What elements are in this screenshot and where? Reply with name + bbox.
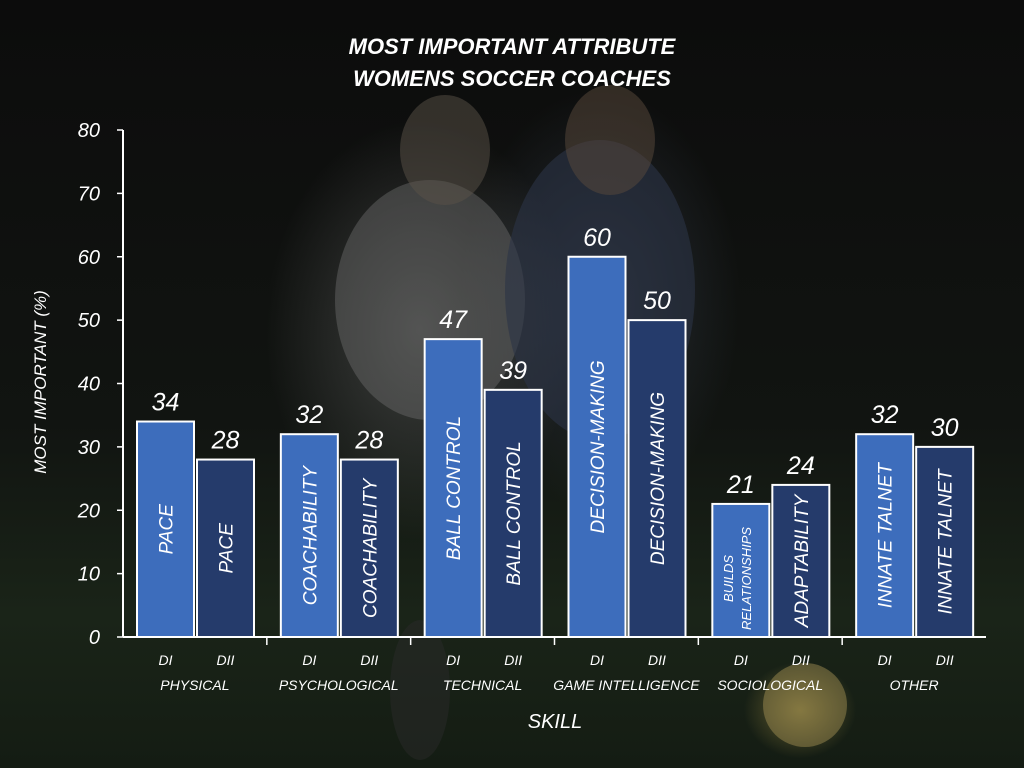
y-tick-label: 0 [89, 627, 100, 649]
division-label: DI [590, 652, 604, 668]
bar-value-label: 32 [295, 401, 323, 429]
bar-sociological-dii [771, 483, 831, 638]
bar-category-label: COACHABILITY [360, 477, 381, 618]
group-label: OTHER [890, 677, 939, 693]
division-label: DI [878, 652, 892, 668]
bar-category-label: DECISION-MAKING [648, 392, 669, 565]
bar-category-label: PACE [217, 523, 238, 574]
bar-value-label: 24 [786, 452, 815, 480]
division-label: DII [792, 652, 810, 668]
bar-physical-di [136, 420, 195, 638]
y-tick-label: 80 [78, 120, 100, 142]
group-label: GAME INTELLIGENCE [553, 677, 700, 693]
division-label: DII [936, 652, 954, 668]
division-label: DII [217, 652, 235, 668]
bar-value-label: 50 [643, 287, 671, 315]
bar-psychological-dii [339, 458, 399, 638]
y-axis-label: MOST IMPORTANT (%) [31, 290, 50, 474]
y-tick-label: 60 [78, 247, 100, 269]
y-tick-label: 40 [78, 374, 100, 396]
bar-sociological-di [711, 502, 771, 638]
y-tick-label: 20 [77, 500, 100, 522]
bar-value-label: 28 [211, 427, 240, 455]
bar-technical-di [423, 338, 483, 638]
bar-game-intelligence-dii [627, 319, 687, 638]
bar-category-label: BALL CONTROL [444, 416, 465, 560]
group-label: TECHNICAL [443, 677, 522, 693]
bar-other-di [855, 433, 915, 639]
bar-category-label: RELATIONSHIPS [739, 527, 754, 630]
division-label: DII [504, 652, 522, 668]
bar-value-label: 28 [354, 427, 383, 455]
bar-category-label: INNATE TALNET [936, 468, 957, 614]
y-tick-label: 30 [78, 437, 100, 459]
division-label: DI [446, 652, 460, 668]
bar-category-label: PACE [157, 504, 178, 555]
chart-title-line-1: MOST IMPORTANT ATTRIBUTE [349, 34, 677, 59]
bar-value-label: 47 [439, 306, 468, 334]
division-label: DI [734, 652, 748, 668]
y-axis-ticks: 0 10 20 30 40 50 60 70 80 [77, 120, 123, 649]
bar-value-label: 30 [931, 414, 959, 442]
bar-category-label: COACHABILITY [300, 465, 321, 606]
bar-category-label: BUILDS [721, 555, 736, 602]
bar-value-label: 60 [583, 224, 611, 252]
bar-value-label: 34 [152, 389, 180, 417]
division-label: DII [360, 652, 378, 668]
y-tick-label: 70 [78, 183, 100, 205]
bar-category-label: INNATE TALNET [876, 462, 897, 608]
group-label: SOCIOLOGICAL [717, 677, 823, 693]
bar-physical-dii [196, 458, 255, 638]
bar-value-label: 39 [499, 357, 527, 385]
y-tick-label: 50 [78, 310, 100, 332]
division-label: DII [648, 652, 666, 668]
group-label: PHYSICAL [160, 677, 229, 693]
division-label: DI [302, 652, 316, 668]
x-axis-tick-labels: DI DII PHYSICAL DI DII PSYCHOLOGICAL DI DII TECH… [159, 652, 954, 693]
bar-category-label: ADAPTABILITY [792, 493, 813, 628]
bar-category-label: BALL CONTROL [504, 441, 525, 585]
chart-title-line-2: WOMENS SOCCER COACHES [353, 66, 671, 91]
x-axis-label: SKILL [528, 711, 582, 733]
bar-value-label: 32 [871, 401, 899, 429]
bar-value-label: 21 [726, 471, 755, 499]
bar-psychological-di [279, 433, 339, 639]
y-tick-label: 10 [78, 564, 100, 586]
group-label: PSYCHOLOGICAL [279, 677, 399, 693]
bar-technical-dii [483, 388, 543, 638]
division-label: DI [159, 652, 173, 668]
bar-game-intelligence-di [567, 255, 627, 638]
bars: 34 PACE 28 PACE 32 COACHABILITY 28 COACHABILITY… [136, 224, 975, 639]
bar-category-label: DECISION-MAKING [588, 360, 609, 533]
bar-other-dii [915, 445, 975, 638]
